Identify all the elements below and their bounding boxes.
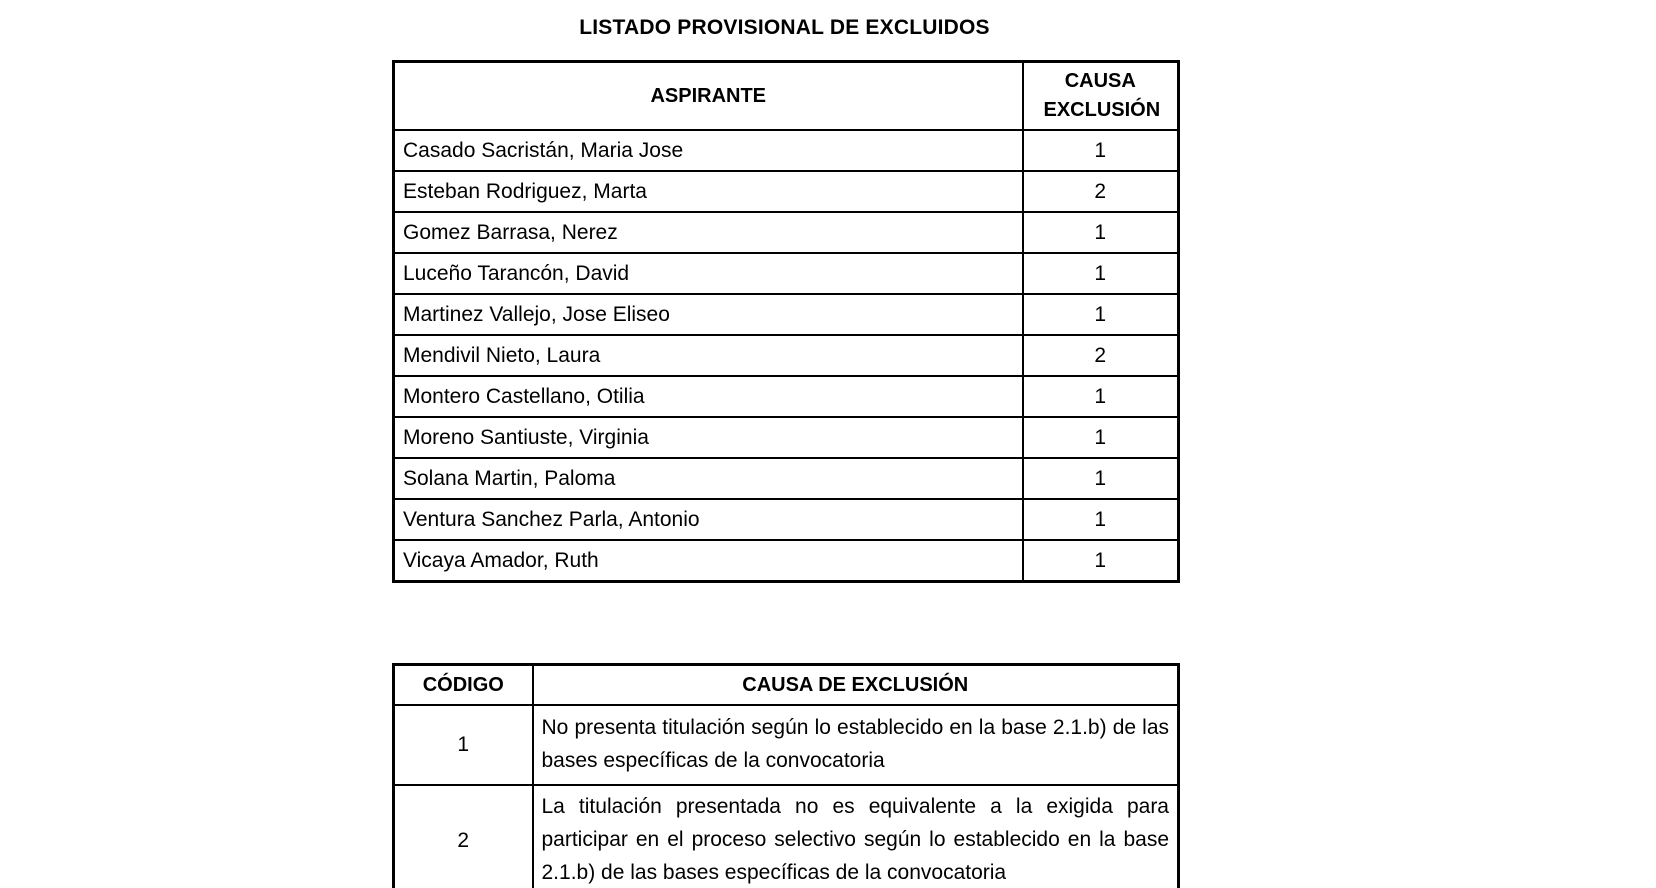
- codes-header-row: CÓDIGO CAUSA DE EXCLUSIÓN: [392, 663, 1180, 706]
- table-row: Luceño Tarancón, David 1: [392, 252, 1180, 295]
- exclusion-code: 1: [1021, 375, 1180, 418]
- table-row: Gomez Barrasa, Nerez 1: [392, 211, 1180, 254]
- table-row: Esteban Rodriguez, Marta 2: [392, 170, 1180, 213]
- code-description: No presenta titulación según lo establec…: [531, 704, 1180, 786]
- exclusion-code: 1: [1021, 416, 1180, 459]
- candidate-name: Luceño Tarancón, David: [392, 252, 1024, 295]
- candidate-name: Martinez Vallejo, Jose Eliseo: [392, 293, 1024, 336]
- code-description: La titulación presentada no es equivalen…: [531, 784, 1180, 888]
- column-header-codigo: CÓDIGO: [392, 663, 534, 706]
- exclusion-code: 2: [1021, 170, 1180, 213]
- table-row: Casado Sacristán, Maria Jose 1: [392, 129, 1180, 172]
- exclusion-code: 1: [1021, 457, 1180, 500]
- table-row: Martinez Vallejo, Jose Eliseo 1: [392, 293, 1180, 336]
- table-row: Montero Castellano, Otilia 1: [392, 375, 1180, 418]
- table-row: Vicaya Amador, Ruth 1: [392, 539, 1180, 583]
- table-row: Moreno Santiuste, Virginia 1: [392, 416, 1180, 459]
- column-header-aspirante: ASPIRANTE: [392, 60, 1024, 131]
- table-header-row: ASPIRANTE CAUSA EXCLUSIÓN: [392, 60, 1180, 131]
- exclusion-code: 1: [1021, 498, 1180, 541]
- candidate-name: Esteban Rodriguez, Marta: [392, 170, 1024, 213]
- exclusion-code: 1: [1021, 252, 1180, 295]
- candidate-name: Solana Martin, Paloma: [392, 457, 1024, 500]
- candidate-name: Casado Sacristán, Maria Jose: [392, 129, 1024, 172]
- code-value: 1: [392, 704, 534, 786]
- code-row: 2 La titulación presentada no es equival…: [392, 784, 1180, 888]
- exclusion-code: 1: [1021, 129, 1180, 172]
- exclusion-code: 1: [1021, 293, 1180, 336]
- code-value: 2: [392, 784, 534, 888]
- exclusion-code: 1: [1021, 211, 1180, 254]
- exclusion-codes-table: CÓDIGO CAUSA DE EXCLUSIÓN 1 No presenta …: [392, 663, 1180, 888]
- table-row: Solana Martin, Paloma 1: [392, 457, 1180, 500]
- candidate-name: Montero Castellano, Otilia: [392, 375, 1024, 418]
- candidate-name: Mendivil Nieto, Laura: [392, 334, 1024, 377]
- column-header-causa-de-exclusion: CAUSA DE EXCLUSIÓN: [531, 663, 1180, 706]
- excluded-candidates-table: ASPIRANTE CAUSA EXCLUSIÓN Casado Sacrist…: [392, 60, 1180, 583]
- table-row: Mendivil Nieto, Laura 2: [392, 334, 1180, 377]
- table-row: Ventura Sanchez Parla, Antonio 1: [392, 498, 1180, 541]
- page-title: LISTADO PROVISIONAL DE EXCLUIDOS: [579, 16, 990, 39]
- candidate-name: Ventura Sanchez Parla, Antonio: [392, 498, 1024, 541]
- candidate-name: Gomez Barrasa, Nerez: [392, 211, 1024, 254]
- code-row: 1 No presenta titulación según lo establ…: [392, 704, 1180, 786]
- exclusion-code: 1: [1021, 539, 1180, 583]
- exclusion-code: 2: [1021, 334, 1180, 377]
- column-header-causa-exclusion: CAUSA EXCLUSIÓN: [1021, 60, 1180, 131]
- candidate-name: Vicaya Amador, Ruth: [392, 539, 1024, 583]
- candidate-name: Moreno Santiuste, Virginia: [392, 416, 1024, 459]
